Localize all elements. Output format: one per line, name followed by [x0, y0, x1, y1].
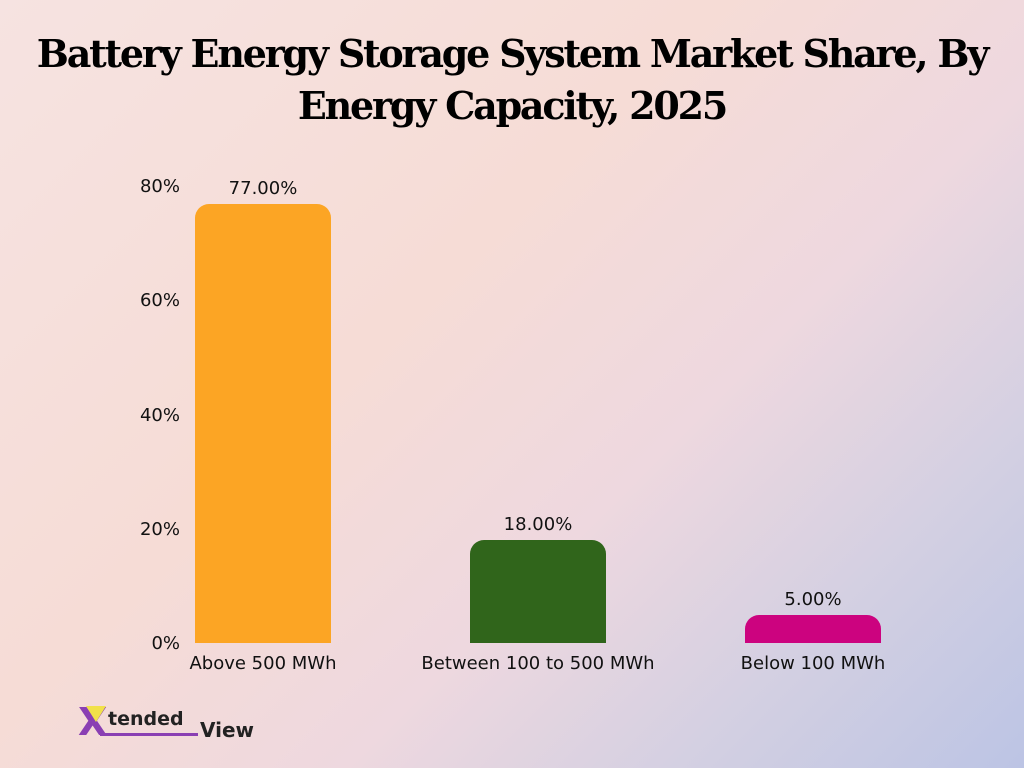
y-tick-0: 0%	[151, 633, 180, 654]
bar-value-label: 77.00%	[228, 178, 298, 200]
y-tick-40: 40%	[139, 405, 180, 426]
x-label-between-100-to-500-mwh: Between 100 to 500 MWh	[421, 653, 655, 674]
y-tick-20: 20%	[139, 519, 180, 540]
chart-title-line-2: Energy Capacity, 2025	[297, 83, 729, 128]
bar-value-label: 18.00%	[503, 514, 573, 536]
bar-below-100-mwh	[745, 614, 881, 643]
y-tick-60: 60%	[139, 290, 180, 311]
chart-title: Battery Energy Storage System Market Sha…	[0, 28, 1024, 132]
bar-value-label: 5.00%	[784, 588, 842, 610]
xtendedview-logo: X tended View	[78, 702, 268, 742]
chart-title-line-1: Battery Energy Storage System Market Sha…	[36, 31, 990, 76]
bar-between-100-to-500-mwh	[470, 540, 606, 643]
logo-v-chevron-icon	[86, 706, 106, 722]
x-label-above-500-mwh: Above 500 MWh	[189, 653, 337, 674]
logo-text-view: View	[200, 718, 255, 742]
x-label-below-100-mwh: Below 100 MWh	[740, 653, 886, 674]
logo-underline	[100, 733, 198, 736]
bar-above-500-mwh	[195, 204, 331, 643]
y-tick-80: 80%	[139, 176, 180, 197]
logo-text-tended: tended	[108, 708, 184, 730]
